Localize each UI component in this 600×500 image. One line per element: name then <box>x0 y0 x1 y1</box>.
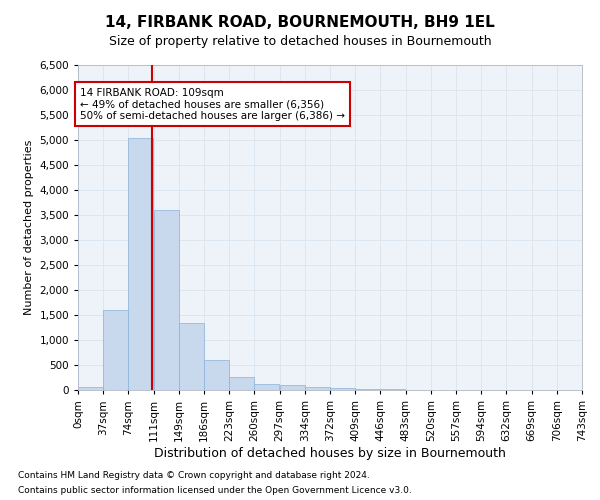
X-axis label: Distribution of detached houses by size in Bournemouth: Distribution of detached houses by size … <box>154 446 506 460</box>
Y-axis label: Number of detached properties: Number of detached properties <box>24 140 34 315</box>
Bar <box>380 389 406 390</box>
Bar <box>254 384 280 390</box>
Bar <box>229 376 254 390</box>
Text: 14 FIRBANK ROAD: 109sqm
← 49% of detached houses are smaller (6,356)
50% of semi: 14 FIRBANK ROAD: 109sqm ← 49% of detache… <box>80 88 345 120</box>
Bar <box>204 360 229 390</box>
Bar <box>103 310 128 390</box>
Bar <box>128 138 154 390</box>
Bar <box>355 388 380 390</box>
Bar <box>305 387 330 390</box>
Text: Size of property relative to detached houses in Bournemouth: Size of property relative to detached ho… <box>109 35 491 48</box>
Bar <box>154 210 179 390</box>
Text: Contains public sector information licensed under the Open Government Licence v3: Contains public sector information licen… <box>18 486 412 495</box>
Bar <box>78 387 103 390</box>
Text: Contains HM Land Registry data © Crown copyright and database right 2024.: Contains HM Land Registry data © Crown c… <box>18 471 370 480</box>
Bar <box>330 388 355 390</box>
Bar <box>179 322 204 390</box>
Bar <box>280 385 305 390</box>
Text: 14, FIRBANK ROAD, BOURNEMOUTH, BH9 1EL: 14, FIRBANK ROAD, BOURNEMOUTH, BH9 1EL <box>105 15 495 30</box>
